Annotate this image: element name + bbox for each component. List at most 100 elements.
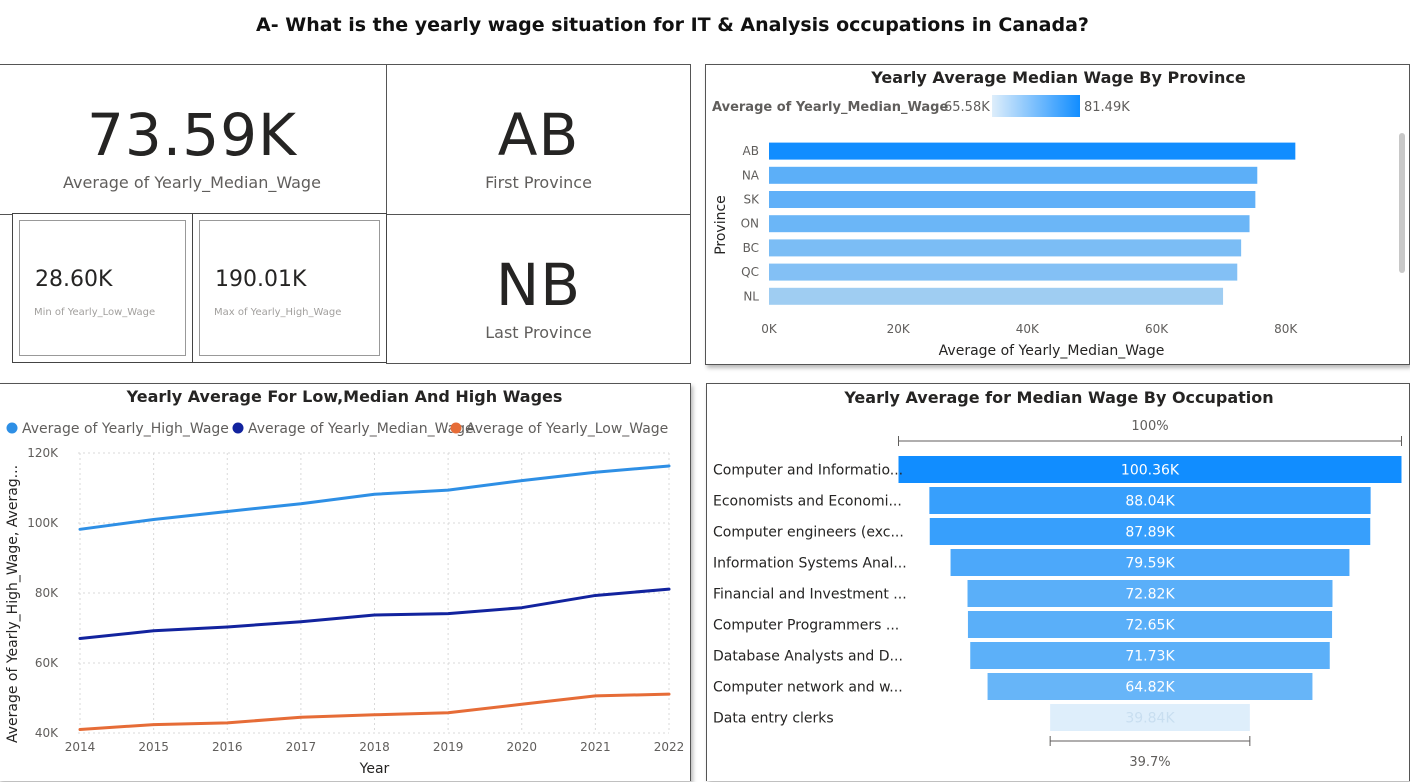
x-tick-label: 2022 bbox=[654, 740, 685, 754]
funnel-bar bbox=[987, 673, 1313, 700]
funnel-bar bbox=[929, 518, 1371, 545]
y-tick-label: 120K bbox=[27, 446, 59, 460]
series-line-high bbox=[78, 464, 671, 531]
color-legend-title: Average of Yearly_Median_Wage bbox=[712, 100, 948, 115]
y-axis-title: Average of Yearly_High_Wage, Averag... bbox=[5, 465, 21, 743]
funnel-category-label: Economists and Economi... bbox=[713, 494, 902, 510]
avg-median-value: 73.59K bbox=[86, 101, 298, 169]
province-tick-label: QC bbox=[741, 265, 759, 279]
page-title: A- What is the yearly wage situation for… bbox=[256, 14, 1089, 36]
province-tick-label: SK bbox=[744, 193, 761, 207]
province-tick-label: ON bbox=[741, 217, 759, 231]
legend-marker bbox=[6, 422, 18, 434]
max-high-label: Max of Yearly_High_Wage bbox=[214, 307, 342, 318]
province-bar-ab bbox=[769, 142, 1296, 160]
wages-line-chart-panel[interactable]: Yearly Average For Low,Median And High W… bbox=[0, 383, 691, 781]
last-province-label: Last Province bbox=[485, 323, 592, 342]
first-province-label: First Province bbox=[485, 173, 592, 192]
funnel-bar bbox=[898, 456, 1402, 483]
x-tick-label: 2017 bbox=[286, 740, 317, 754]
avg-median-card[interactable]: 73.59K Average of Yearly_Median_Wage bbox=[0, 64, 387, 215]
series-line-low bbox=[78, 692, 671, 731]
min-low-card[interactable]: 28.60K Min of Yearly_Low_Wage bbox=[19, 220, 186, 356]
province-chart-title: Yearly Average Median Wage By Province bbox=[871, 68, 1246, 87]
province-bar-on bbox=[769, 215, 1250, 233]
x-tick-label: 2019 bbox=[433, 740, 464, 754]
legend-marker bbox=[232, 422, 244, 434]
y-tick-label: 80K bbox=[35, 586, 59, 600]
occupation-funnel-chart: 100% Computer and Informatio... 100.36K Eco… bbox=[713, 419, 1402, 770]
x-axis-title: Year bbox=[359, 761, 390, 777]
province-chart-panel[interactable]: Yearly Average Median Wage By Province A… bbox=[705, 64, 1410, 365]
funnel-data-label: 72.82K bbox=[1125, 587, 1175, 603]
last-province-card[interactable]: NB Last Province bbox=[386, 214, 691, 364]
province-bar-sk bbox=[769, 191, 1256, 208]
funnel-data-label: 64.82K bbox=[1125, 680, 1175, 696]
funnel-bar bbox=[950, 549, 1350, 576]
legend-label: Average of Yearly_High_Wage bbox=[22, 421, 229, 437]
province-tick-label: NL bbox=[743, 289, 759, 303]
funnel-chart-title: Yearly Average for Median Wage By Occupa… bbox=[844, 388, 1274, 407]
funnel-category-label: Information Systems Anal... bbox=[713, 556, 907, 572]
province-bar-bc bbox=[769, 239, 1242, 257]
funnel-category-label: Computer network and w... bbox=[713, 680, 903, 696]
province-bar-na bbox=[769, 166, 1258, 184]
legend-marker bbox=[450, 422, 462, 434]
min-low-value: 28.60K bbox=[35, 267, 113, 292]
x-tick-label: 2018 bbox=[359, 740, 390, 754]
x-tick-label: 2021 bbox=[580, 740, 611, 754]
y-tick-label: 60K bbox=[35, 656, 59, 670]
avg-median-label: Average of Yearly_Median_Wage bbox=[63, 173, 321, 192]
funnel-bar bbox=[970, 642, 1330, 669]
province-tick-label: BC bbox=[743, 241, 759, 255]
y-tick-label: 40K bbox=[35, 726, 59, 740]
funnel-bottom-percent: 39.7% bbox=[1129, 755, 1170, 770]
funnel-bar bbox=[967, 580, 1333, 607]
funnel-data-label: 100.36K bbox=[1121, 463, 1180, 479]
funnel-category-label: Computer engineers (exc... bbox=[713, 525, 904, 541]
x-tick-label: 40K bbox=[1016, 322, 1040, 336]
province-tick-label: NA bbox=[742, 168, 760, 182]
legend-label: Average of Yearly_Median_Wage bbox=[248, 421, 474, 437]
x-tick-label: 2020 bbox=[506, 740, 537, 754]
funnel-data-label: 71.73K bbox=[1125, 649, 1175, 665]
max-high-card[interactable]: 190.01K Max of Yearly_High_Wage bbox=[199, 220, 380, 356]
province-scrollbar[interactable] bbox=[1399, 133, 1405, 273]
funnel-bar bbox=[967, 611, 1333, 638]
funnel-bar bbox=[929, 487, 1371, 514]
first-province-card[interactable]: AB First Province bbox=[386, 64, 691, 215]
funnel-data-label: 87.89K bbox=[1125, 525, 1175, 541]
y-axis-title: Province bbox=[713, 195, 729, 255]
last-province-value: NB bbox=[495, 251, 582, 319]
funnel-data-label: 39.84K bbox=[1125, 711, 1175, 727]
funnel-bar bbox=[1050, 704, 1250, 731]
funnel-data-label: 72.65K bbox=[1125, 618, 1175, 634]
province-bar-nl bbox=[769, 287, 1224, 305]
x-tick-label: 2015 bbox=[138, 740, 169, 754]
line-chart-title: Yearly Average For Low,Median And High W… bbox=[126, 387, 563, 406]
funnel-category-label: Computer and Informatio... bbox=[713, 463, 903, 479]
funnel-category-label: Database Analysts and D... bbox=[713, 649, 903, 665]
series-line-median bbox=[78, 587, 671, 640]
first-province-value: AB bbox=[497, 101, 580, 169]
funnel-top-percent: 100% bbox=[1131, 419, 1168, 434]
max-high-value: 190.01K bbox=[215, 267, 307, 292]
funnel-top-bracket bbox=[898, 436, 1402, 446]
funnel-category-label: Computer Programmers ... bbox=[713, 618, 899, 634]
color-legend-gradient bbox=[992, 95, 1080, 117]
province-tick-label: AB bbox=[743, 144, 759, 158]
x-axis-title: Average of Yearly_Median_Wage bbox=[939, 343, 1165, 359]
legend-label: Average of Yearly_Low_Wage bbox=[466, 421, 668, 437]
wages-line-chart: Average of Yearly_High_Wage Average of Ye… bbox=[5, 421, 685, 777]
funnel-data-label: 88.04K bbox=[1125, 494, 1175, 510]
occupation-funnel-panel[interactable]: Yearly Average for Median Wage By Occupa… bbox=[706, 383, 1410, 781]
province-bar-qc bbox=[769, 263, 1238, 281]
color-legend-min: 65.58K bbox=[944, 100, 990, 115]
x-tick-label: 2014 bbox=[65, 740, 96, 754]
funnel-category-label: Data entry clerks bbox=[713, 711, 834, 727]
funnel-bottom-bracket bbox=[1049, 736, 1251, 746]
y-tick-label: 100K bbox=[27, 516, 59, 530]
funnel-data-label: 79.59K bbox=[1125, 556, 1175, 572]
x-tick-label: 2016 bbox=[212, 740, 243, 754]
